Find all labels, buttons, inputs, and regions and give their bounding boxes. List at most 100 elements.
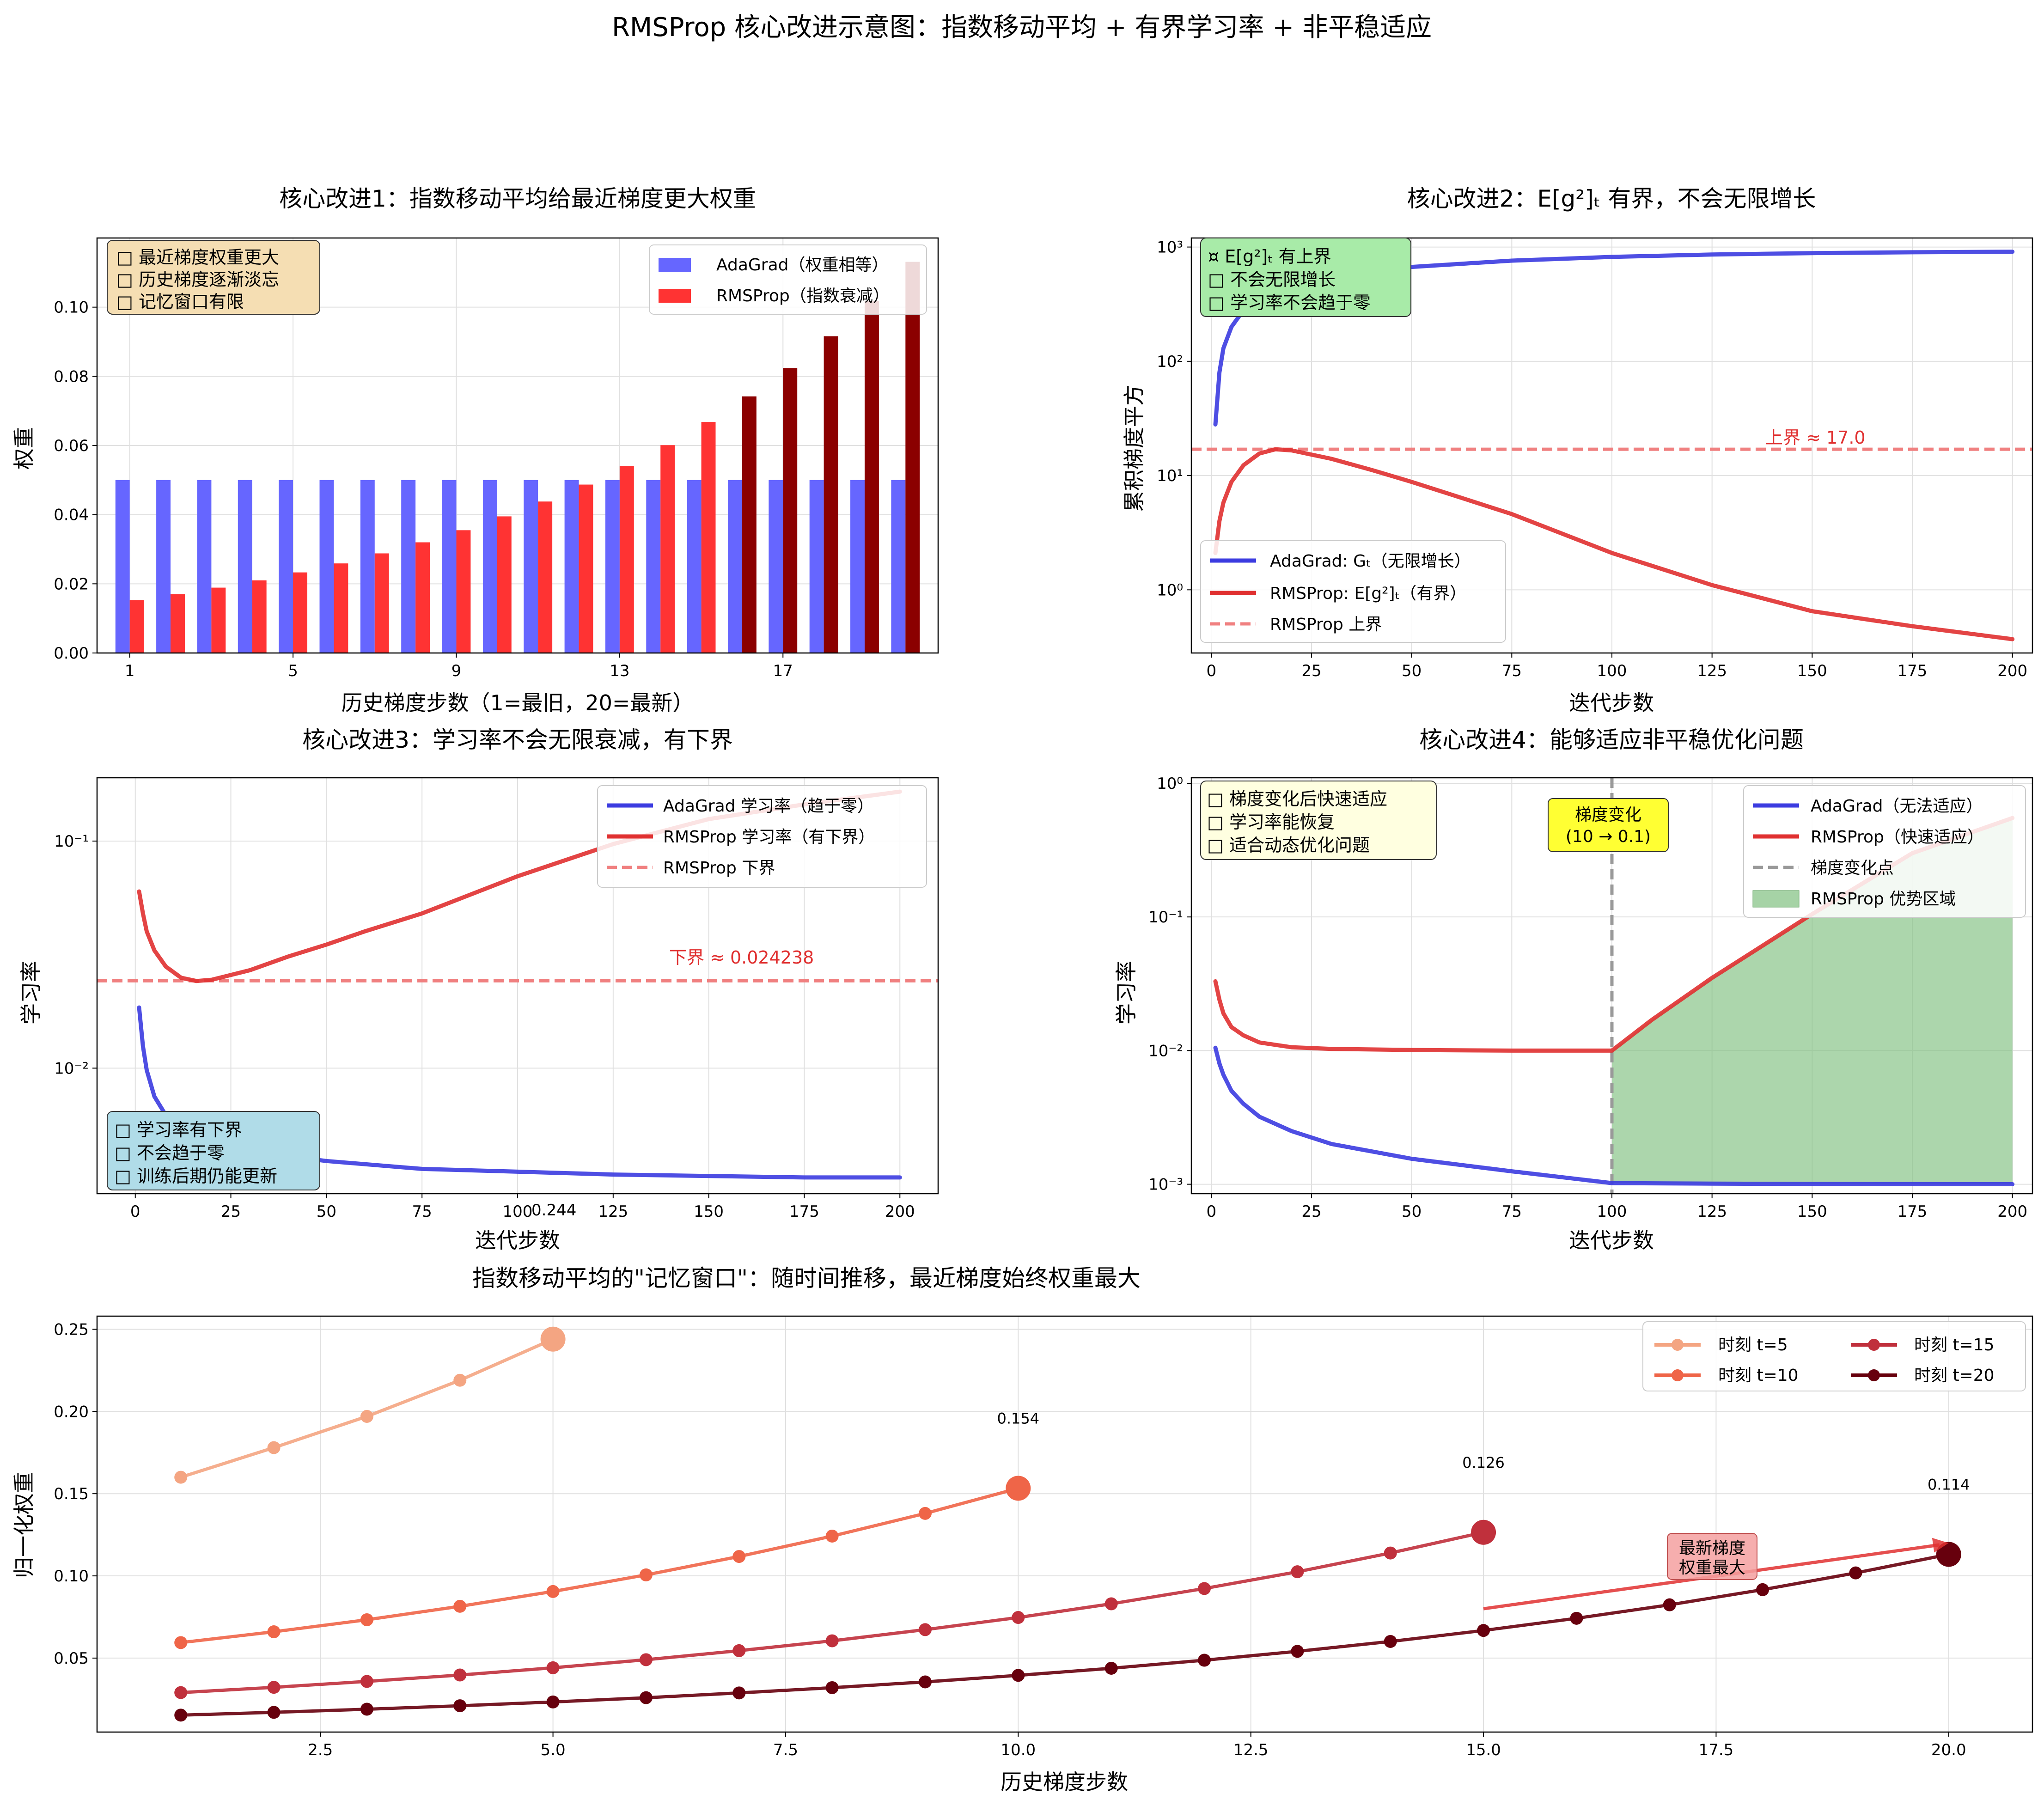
x-tick-label: 0 xyxy=(130,1202,140,1221)
rmsprop-line xyxy=(1213,816,2015,1053)
x-tick-label: 100 xyxy=(503,1202,533,1221)
y-tick-label: 0.10 xyxy=(54,299,89,317)
annotation-line: 权重最大 xyxy=(1679,1558,1745,1577)
annotation-line: □ 最近梯度权重更大 xyxy=(116,247,279,268)
data-point xyxy=(1012,1669,1025,1682)
data-point xyxy=(1198,1582,1211,1595)
end-value-label: 0.126 xyxy=(1462,1454,1505,1471)
adagrad-bar xyxy=(319,480,334,653)
data-point xyxy=(267,1681,281,1694)
rmsprop-bar xyxy=(497,516,512,653)
x-tick-label: 1 xyxy=(125,662,135,680)
legend-label: AdaGrad 学习率（趋于零） xyxy=(663,797,874,816)
x-tick-label: 2.5 xyxy=(308,1741,333,1759)
y-axis-label: 权重 xyxy=(12,427,37,470)
annotation-line: (10 → 0.1) xyxy=(1566,827,1651,846)
x-tick-label: 125 xyxy=(1697,1202,1727,1221)
annotation-line: ¤ E[g²]ₜ 有上界 xyxy=(1208,246,1331,267)
adagrad-bar xyxy=(401,480,416,653)
legend-label: AdaGrad: Gₜ（无限增长） xyxy=(1270,552,1471,571)
data-point xyxy=(639,1691,653,1704)
adagrad-bar xyxy=(442,480,457,653)
data-point xyxy=(453,1599,467,1613)
annotation-line: □ 适合动态优化问题 xyxy=(1207,835,1370,855)
x-axis-label: 历史梯度步数 xyxy=(1001,1769,1128,1794)
x-tick-label: 17.5 xyxy=(1699,1741,1734,1759)
adagrad-bar xyxy=(809,480,824,653)
data-point xyxy=(732,1550,746,1563)
legend-swatch-marker xyxy=(1868,1339,1880,1351)
x-tick-label: 175 xyxy=(1898,662,1928,680)
y-tick-label: 10⁻¹ xyxy=(1148,908,1183,927)
data-point xyxy=(918,1507,932,1520)
annotation-box: ¤ E[g²]ₜ 有上界 □ 不会无限增长 □ 学习率不会趋于零 xyxy=(1200,238,1411,317)
latest-point xyxy=(1006,1476,1031,1501)
rmsprop-bar xyxy=(252,580,267,653)
y-tick-label: 0.00 xyxy=(54,644,89,663)
adagrad-bar xyxy=(891,480,906,653)
memory-window-chart: 指数移动平均的"记忆窗口"：随时间推移，最近梯度始终权重最大 历史梯度步数 归一… xyxy=(12,1265,2033,1794)
x-tick-label: 20.0 xyxy=(1931,1741,1966,1759)
adagrad-bar xyxy=(197,480,212,653)
data-point xyxy=(546,1585,560,1598)
adagrad-bar xyxy=(605,480,620,653)
change-point-label: 梯度变化 (10 → 0.1) xyxy=(1548,798,1669,852)
rmsprop-bar xyxy=(374,553,389,653)
plot-frame xyxy=(1190,777,2033,1195)
data-point xyxy=(1570,1611,1583,1625)
data-point xyxy=(174,1636,188,1649)
adagrad-bar xyxy=(728,480,742,653)
rmsprop-bar xyxy=(579,484,593,653)
annotation-line: □ 历史梯度逐渐淡忘 xyxy=(116,269,279,290)
y-tick-label: 10⁻³ xyxy=(1148,1176,1183,1194)
legend-label: 时刻 t=5 xyxy=(1718,1336,1788,1354)
legend: AdaGrad: Gₜ（无限增长） RMSProp: E[g²]ₜ（有界） RM… xyxy=(1200,540,1506,643)
arrow-head xyxy=(1932,1538,1949,1553)
chart-title: 指数移动平均的"记忆窗口"：随时间推移，最近梯度始终权重最大 xyxy=(472,1265,1141,1292)
x-tick-label: 25 xyxy=(221,1202,241,1221)
x-tick-label: 150 xyxy=(1797,662,1827,680)
x-tick-label: 200 xyxy=(1997,662,2027,680)
data-point xyxy=(918,1623,932,1636)
rmsprop-line xyxy=(1213,447,2015,641)
legend-label: 时刻 t=15 xyxy=(1914,1336,1995,1354)
annotation-box: □ 最近梯度权重更大 □ 历史梯度逐渐淡忘 □ 记忆窗口有限 xyxy=(107,240,320,315)
data-point xyxy=(639,1568,653,1581)
legend: AdaGrad（无法适应） RMSProp（快速适应） 梯度变化点 RMSPro… xyxy=(1743,785,2026,918)
y-tick-label: 10⁻² xyxy=(54,1059,89,1078)
y-tick-label: 10⁰ xyxy=(1157,775,1183,793)
legend-label: RMSProp（指数衰减） xyxy=(716,287,890,305)
y-tick-label: 10⁻¹ xyxy=(54,832,89,851)
y-tick-label: 10¹ xyxy=(1157,467,1183,485)
legend-swatch-marker xyxy=(1672,1369,1684,1381)
adagrad-bar xyxy=(115,480,130,653)
data-point xyxy=(360,1702,373,1716)
rmsprop-bar xyxy=(660,445,675,653)
data-point xyxy=(360,1675,373,1688)
legend-swatch xyxy=(659,289,691,303)
stray-value-label: 0.244 xyxy=(531,1201,576,1220)
y-tick-label: 0.20 xyxy=(54,1403,89,1421)
adagrad-bar xyxy=(646,480,661,653)
adagrad-bar xyxy=(564,480,579,653)
legend-swatch xyxy=(659,258,691,272)
x-tick-label: 150 xyxy=(1797,1202,1827,1221)
data-point xyxy=(1291,1565,1304,1579)
data-point xyxy=(267,1441,281,1454)
x-tick-label: 50 xyxy=(317,1202,336,1221)
x-tick-label: 200 xyxy=(885,1202,915,1221)
x-tick-label: 200 xyxy=(1997,1202,2027,1221)
y-tick-label: 0.15 xyxy=(54,1485,89,1503)
weights-bar-chart: 核心改进1：指数移动平均给最近梯度更大权重 历史梯度步数（1=最旧，20=最新）… xyxy=(12,185,939,715)
adagrad-bar xyxy=(850,480,865,653)
annotation-line: □ 梯度变化后快速适应 xyxy=(1207,789,1387,809)
data-point xyxy=(639,1653,653,1666)
x-tick-label: 50 xyxy=(1402,1202,1422,1221)
x-tick-label: 175 xyxy=(789,1202,819,1221)
annotation-box: □ 梯度变化后快速适应 □ 学习率能恢复 □ 适合动态优化问题 xyxy=(1200,781,1437,860)
x-axis-label: 迭代步数 xyxy=(1569,690,1654,715)
data-point xyxy=(453,1373,467,1387)
bound-label: 下界 ≈ 0.024238 xyxy=(669,947,814,968)
annotation-line: □ 记忆窗口有限 xyxy=(116,292,244,312)
rmsprop-bar xyxy=(905,262,920,653)
